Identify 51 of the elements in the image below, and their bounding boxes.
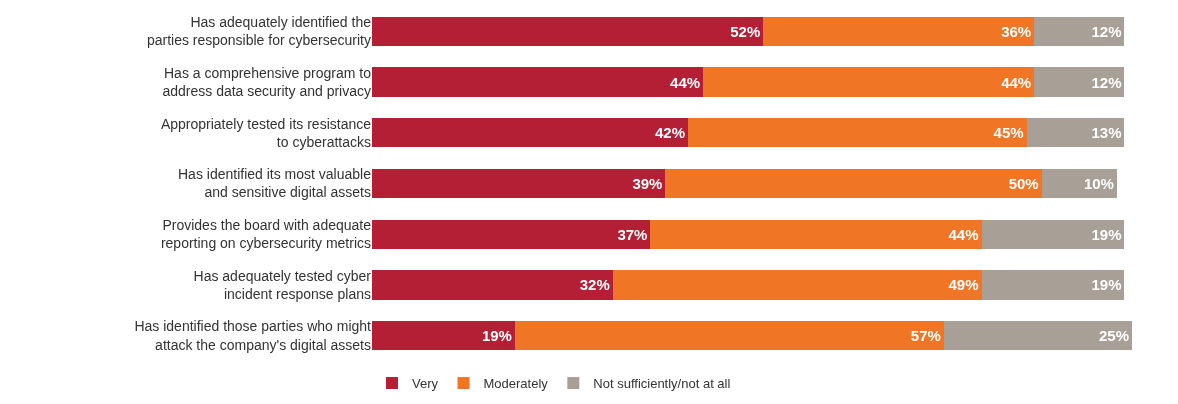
data-label: 10%	[1083, 175, 1114, 192]
bar	[1026, 118, 1125, 148]
data-label: 44%	[1001, 73, 1032, 91]
bar	[1034, 67, 1125, 97]
data-label: 49%	[948, 276, 979, 294]
legend-label: Very	[412, 376, 439, 392]
bar	[1034, 16, 1125, 47]
data-label: 19%	[481, 327, 512, 345]
bar	[763, 16, 1035, 47]
data-label: 19%	[1091, 276, 1122, 294]
data-label: 13%	[1091, 124, 1122, 142]
bar	[650, 219, 982, 249]
data-label: 44%	[948, 225, 979, 243]
bar	[688, 118, 1027, 148]
legend-label: Not sufficiently/not at all	[593, 376, 731, 392]
legend-label: Moderately	[483, 376, 549, 392]
y-tick-label: Has adequately tested cyber incident response plans	[193, 267, 372, 302]
data-label: 12%	[1091, 22, 1122, 40]
data-label: 57%	[910, 327, 941, 345]
bar	[372, 67, 704, 97]
data-label: 52%	[730, 22, 761, 40]
bar	[372, 168, 666, 199]
data-label: 19%	[1091, 225, 1122, 243]
data-label: 44%	[670, 73, 701, 91]
bar	[372, 320, 515, 351]
bar	[665, 168, 1042, 199]
bar	[372, 219, 651, 249]
data-label: 42%	[655, 124, 686, 142]
bar	[372, 16, 764, 47]
bar	[372, 270, 613, 300]
y-tick-label: Appropriately tested its resistance to cyberattacks	[160, 115, 372, 150]
data-label: 50%	[1008, 175, 1039, 192]
y-tick-label: Provides the board with adequate reporting on cybersecurity metrics	[160, 217, 372, 252]
bar	[981, 219, 1125, 249]
y-tick-label: Has identified its most valuable and sensitive digital assets	[178, 166, 372, 201]
y-tick-label: Has adequately identified the parties responsible for cybersecurity	[146, 14, 372, 49]
bar	[981, 270, 1125, 300]
bar	[514, 320, 944, 351]
data-label: 39%	[632, 175, 663, 192]
bar	[943, 320, 1132, 351]
y-tick-label: Has identified those parties who might attack the company's digital assets	[134, 318, 372, 353]
bar	[372, 118, 689, 148]
data-label: 36%	[1001, 22, 1032, 40]
bar	[703, 67, 1035, 97]
data-label: 12%	[1091, 73, 1122, 91]
data-label: 32%	[579, 276, 610, 294]
bar	[612, 270, 982, 300]
data-label: 25%	[1098, 327, 1129, 345]
y-tick-label: Has a comprehensive program to address data security and privacy	[162, 64, 372, 100]
data-label: 37%	[617, 225, 648, 243]
data-label: 45%	[993, 124, 1024, 142]
